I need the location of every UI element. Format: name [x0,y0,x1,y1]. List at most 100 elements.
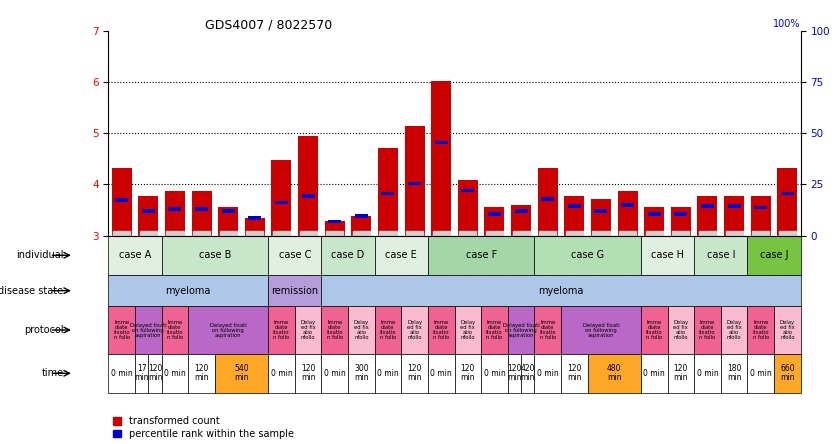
Text: Delay
ed fix
atio
nfollo: Delay ed fix atio nfollo [300,320,315,340]
Bar [324,221,344,236]
Bar [697,196,717,236]
Bar [644,207,664,236]
Bar [135,306,162,353]
Bar [275,201,288,204]
Bar [112,168,132,236]
Text: 480
min: 480 min [607,364,621,382]
Bar [641,353,667,393]
Text: case H: case H [651,250,684,260]
Bar [269,353,294,393]
Bar [618,190,637,236]
Bar [774,353,801,393]
Bar [565,196,585,236]
Text: Delay
ed fix
atio
nfollo: Delay ed fix atio nfollo [407,320,422,340]
Text: 0 min: 0 min [537,369,559,378]
Bar [142,209,155,213]
Bar [269,306,294,353]
Text: case C: case C [279,250,311,260]
Text: Imme
diate
fixatio
n follo: Imme diate fixatio n follo [274,320,289,340]
Text: Imme
diate
fixatio
n follo: Imme diate fixatio n follo [752,320,769,340]
Text: case G: case G [571,250,604,260]
Bar [188,353,215,393]
Bar [378,148,398,236]
Bar [272,160,291,236]
Text: protocol: protocol [24,325,63,335]
Text: 0 min: 0 min [484,369,505,378]
Bar [428,306,455,353]
Text: 0 min: 0 min [111,369,133,378]
Bar [671,207,691,236]
Text: 0 min: 0 min [164,369,186,378]
Text: 0 min: 0 min [430,369,452,378]
Bar [108,353,135,393]
Bar [168,207,182,211]
Bar [488,212,501,216]
Text: 0 min: 0 min [696,369,718,378]
Text: Imme
diate
fixatio
n follo: Imme diate fixatio n follo [486,320,503,340]
Text: 17
min: 17 min [134,364,149,382]
Text: case A: case A [119,250,151,260]
Bar [245,218,265,236]
Bar [108,275,269,306]
Bar [215,353,269,393]
Bar [777,168,797,236]
Bar [747,306,774,353]
Bar [374,306,401,353]
Bar [747,236,801,275]
Bar [508,353,521,393]
Text: Delayed fixati
on following
aspiration: Delayed fixati on following aspiration [210,322,247,337]
Bar [455,353,481,393]
Bar [721,353,747,393]
Text: remission: remission [271,285,319,296]
Text: 120
min: 120 min [301,364,315,382]
Bar [138,196,158,236]
Text: Delayed fixati
on following
aspiration: Delayed fixati on following aspiration [583,322,620,337]
Text: Delay
ed fix
atio
nfollo: Delay ed fix atio nfollo [460,320,475,340]
Bar [641,306,667,353]
Text: case B: case B [198,250,231,260]
Bar [641,236,694,275]
Bar [541,197,555,201]
Text: Imme
diate
fixatio
n follo: Imme diate fixatio n follo [379,320,396,340]
Text: Delay
ed fix
atio
nfollo: Delay ed fix atio nfollo [726,320,741,340]
Text: 0 min: 0 min [270,369,293,378]
Text: 120
min: 120 min [567,364,581,382]
Text: individual: individual [16,250,63,260]
Bar [348,353,374,393]
Text: Delayed fixati
on following
aspiration: Delayed fixati on following aspiration [130,322,167,337]
Bar [595,209,607,213]
Bar [521,353,535,393]
Text: Delay
ed fix
atio
nfollo: Delay ed fix atio nfollo [780,320,795,340]
Bar [455,306,481,353]
Bar [354,214,368,218]
Bar [404,126,425,236]
Text: Imme
diate
fixatio
n follo: Imme diate fixatio n follo [646,320,662,340]
Text: 120
min: 120 min [460,364,475,382]
Bar [535,306,561,353]
Bar [648,212,661,216]
Bar [561,306,641,353]
Bar [538,168,558,236]
Bar [192,190,212,236]
Bar [108,236,162,275]
Bar [727,204,741,208]
Text: case E: case E [385,250,417,260]
Bar [188,306,269,353]
Text: Imme
diate
fixatio
n follo: Imme diate fixatio n follo [433,320,450,340]
Bar [588,353,641,393]
Bar [408,182,421,185]
Bar [108,306,135,353]
Bar [667,306,694,353]
Text: 120
min: 120 min [148,364,163,382]
Bar [591,199,611,236]
Bar [721,306,747,353]
Text: Delay
ed fix
atio
nfollo: Delay ed fix atio nfollo [673,320,688,340]
Bar [751,196,771,236]
Bar [298,136,318,236]
Text: disease state: disease state [0,285,63,296]
Text: case I: case I [706,250,735,260]
Text: 120
min: 120 min [407,364,422,382]
Bar [348,306,374,353]
Bar [321,306,348,353]
Bar [694,236,747,275]
